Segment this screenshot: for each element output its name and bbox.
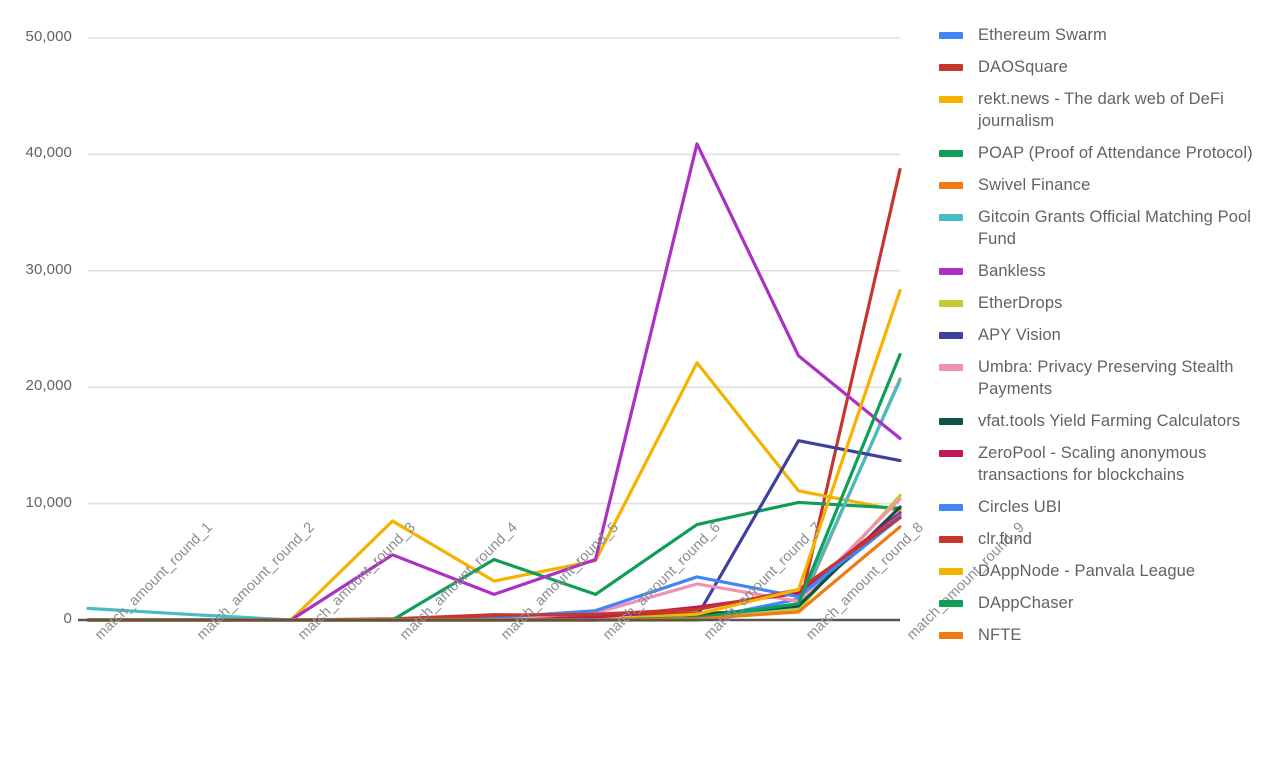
series-line[interactable] — [86, 361, 902, 622]
legend-color-swatch-icon — [939, 504, 963, 511]
legend-item[interactable]: NFTE — [939, 624, 1280, 646]
plot-canvas — [78, 37, 902, 622]
legend-color-swatch-icon — [939, 632, 963, 639]
legend-item[interactable]: Swivel Finance — [939, 174, 1280, 196]
legend-item-label: DAOSquare — [978, 58, 1068, 76]
legend-item-label: Bankless — [978, 262, 1046, 280]
legend-color-swatch-icon — [939, 268, 963, 275]
legend-item[interactable]: APY Vision — [939, 324, 1280, 346]
legend-item[interactable]: Ethereum Swarm — [939, 24, 1280, 46]
legend-color-swatch-icon — [939, 364, 963, 371]
legend-item-label: DAppChaser — [978, 594, 1074, 612]
legend-color-swatch-icon — [939, 214, 963, 221]
legend-item-label: DAppNode - Panvala League — [978, 562, 1196, 580]
legend-item-label: clr.fund — [978, 530, 1032, 548]
legend-color-swatch-icon — [939, 568, 963, 575]
legend-color-swatch-icon — [939, 418, 963, 425]
legend-color-swatch-icon — [939, 96, 963, 103]
legend-item-label: POAP (Proof of Attendance Protocol) — [978, 144, 1253, 162]
legend-item-label: ZeroPool - Scaling anonymous transaction… — [978, 444, 1207, 484]
legend-item-label: APY Vision — [978, 326, 1061, 344]
legend-item-label: rekt.news - The dark web of DeFi journal… — [978, 90, 1224, 130]
legend-item-label: Gitcoin Grants Official Matching Pool Fu… — [978, 208, 1252, 248]
legend-item-label: EtherDrops — [978, 294, 1063, 312]
legend-item[interactable]: Bankless — [939, 260, 1280, 282]
legend-item-label: Umbra: Privacy Preserving Stealth Paymen… — [978, 358, 1234, 398]
legend-color-swatch-icon — [939, 600, 963, 607]
legend-color-swatch-icon — [939, 332, 963, 339]
legend-item-label: Circles UBI — [978, 498, 1062, 516]
legend-item[interactable]: Gitcoin Grants Official Matching Pool Fu… — [939, 206, 1280, 250]
legend-color-swatch-icon — [939, 300, 963, 307]
legend-color-swatch-icon — [939, 182, 963, 189]
y-axis-tick-label: 20,000 — [25, 377, 72, 395]
legend-item-label: vfat.tools Yield Farming Calculators — [978, 412, 1241, 430]
y-axis-tick-label: 30,000 — [25, 260, 72, 278]
legend-color-swatch-icon — [939, 150, 963, 157]
y-axis-tick-label: 10,000 — [25, 493, 72, 511]
chart-legend: Ethereum Swarm DAOSquare rekt.news - The d… — [939, 24, 1280, 656]
series-line[interactable] — [86, 378, 902, 622]
legend-item[interactable]: clr.fund — [939, 528, 1280, 550]
gridlines — [88, 37, 900, 505]
y-axis-tick-label: 40,000 — [25, 144, 72, 162]
legend-item[interactable]: vfat.tools Yield Farming Calculators — [939, 410, 1280, 432]
legend-item[interactable]: DAppChaser — [939, 592, 1280, 614]
series-line[interactable] — [86, 377, 902, 622]
legend-item-label: NFTE — [978, 626, 1022, 644]
legend-item-label: Ethereum Swarm — [978, 26, 1107, 44]
y-axis-tick-label: 0 — [63, 610, 72, 627]
line-chart: 50,000 40,000 30,000 20,000 10,000 0 match_am… — [25, 28, 1028, 643]
legend-item[interactable]: Umbra: Privacy Preserving Stealth Paymen… — [939, 356, 1280, 400]
legend-color-swatch-icon — [939, 536, 963, 543]
legend-item[interactable]: EtherDrops — [939, 292, 1280, 314]
legend-color-swatch-icon — [939, 32, 963, 39]
legend-item[interactable]: ZeroPool - Scaling anonymous transaction… — [939, 442, 1280, 486]
legend-item[interactable]: DAOSquare — [939, 56, 1280, 78]
legend-item[interactable]: Circles UBI — [939, 496, 1280, 518]
y-axis-tick-label: 50,000 — [25, 28, 72, 45]
legend-item[interactable]: POAP (Proof of Attendance Protocol) — [939, 142, 1280, 164]
legend-item[interactable]: rekt.news - The dark web of DeFi journal… — [939, 88, 1280, 132]
legend-color-swatch-icon — [939, 64, 963, 71]
legend-item-label: Swivel Finance — [978, 176, 1091, 194]
legend-color-swatch-icon — [939, 450, 963, 457]
legend-item[interactable]: DAppNode - Panvala League — [939, 560, 1280, 582]
